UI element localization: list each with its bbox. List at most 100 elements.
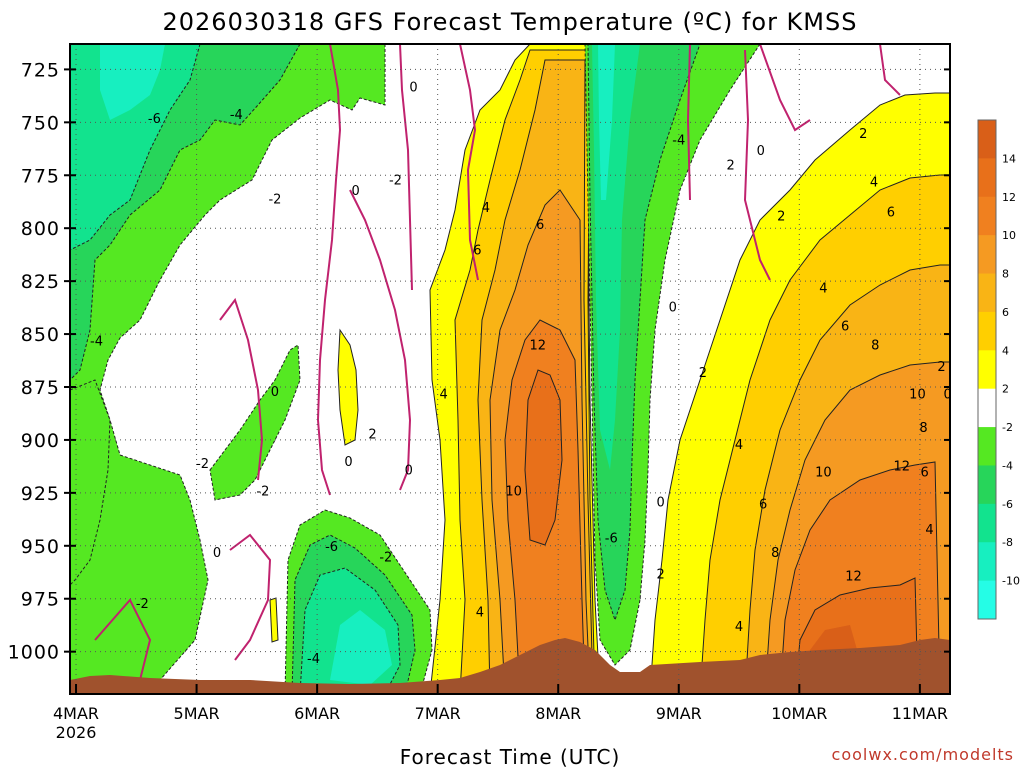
colorbar-swatch <box>978 542 996 582</box>
x-tick-label: 7MAR <box>415 704 461 723</box>
colorbar-swatch <box>978 120 996 159</box>
contour-label: 10 <box>815 466 832 481</box>
contour-label: -4 <box>307 652 320 667</box>
colorbar-label: 14 <box>1002 152 1016 165</box>
contour-label: 4 <box>870 176 878 191</box>
colorbar-label: -6 <box>1002 498 1013 511</box>
colorbar-label: -2 <box>1002 421 1013 434</box>
colorbar-swatch <box>978 196 996 236</box>
contour-label: 4 <box>735 620 743 635</box>
y-tick-label: 750 <box>21 112 60 134</box>
region-cold-patch-b <box>70 379 111 586</box>
colorbar-frame <box>977 119 997 620</box>
colorbar-swatch <box>978 273 996 313</box>
colorbar-swatch <box>978 311 996 351</box>
region-warm-sliver <box>269 597 279 643</box>
region-cold-tongue-center <box>598 44 615 200</box>
colorbar-label: -4 <box>1002 459 1013 472</box>
contour-label: -2 <box>136 597 149 612</box>
colorbar-swatch <box>978 427 996 466</box>
x-axis-title: Forecast Time (UTC) <box>400 745 621 768</box>
x-tick-sublabel: 2026 <box>56 723 97 742</box>
contour-label: 8 <box>871 339 879 354</box>
x-tick-label: 9MAR <box>656 704 702 723</box>
chart-title: 2026030318 GFS Forecast Temperature (ºC)… <box>163 8 858 36</box>
contour-label: 0 <box>213 546 221 561</box>
colorbar-swatch <box>978 235 996 275</box>
contour-label: 0 <box>657 495 665 510</box>
x-tick-label: 10MAR <box>771 704 827 723</box>
plot-area <box>70 44 950 694</box>
contour-label: 2 <box>726 159 734 174</box>
contour-label: 0 <box>409 80 417 95</box>
contour-label: 6 <box>921 466 929 481</box>
contour-label: 10 <box>505 485 522 500</box>
colorbar-label: 10 <box>1002 229 1016 242</box>
contour-label: -6 <box>325 540 338 555</box>
colorbar-label: 12 <box>1002 191 1016 204</box>
contour-label: 4 <box>819 281 827 296</box>
y-tick-label: 850 <box>21 324 60 346</box>
colorbar-label: -10 <box>1002 575 1020 588</box>
colorbar: 14 12 10 8 6 4 2 -2 -4 -6 -8 -10 <box>977 119 1020 620</box>
contour-label: 6 <box>887 205 895 220</box>
contour-label: 6 <box>536 218 544 233</box>
contour-label: 6 <box>473 243 481 258</box>
contour-label: 0 <box>757 144 765 159</box>
freezing-contours <box>94 44 901 681</box>
credit-text: coolwx.com/modelts <box>832 745 1014 764</box>
colorbar-label: 6 <box>1002 306 1009 319</box>
contour-label: -4 <box>672 133 685 148</box>
y-tick-label: 900 <box>21 430 60 452</box>
colorbar-swatch <box>978 350 996 390</box>
y-tick-label: 975 <box>21 589 60 611</box>
y-tick-label: 800 <box>21 218 60 240</box>
colorbar-label: -8 <box>1002 536 1013 549</box>
contour-label: 4 <box>735 438 743 453</box>
y-tick-label: 950 <box>21 536 60 558</box>
contour-label: -2 <box>268 193 281 208</box>
contour-label: 8 <box>919 421 927 436</box>
contour-label: 12 <box>894 459 911 474</box>
region-warm-12 <box>524 369 563 546</box>
contour-label: 0 <box>271 385 279 400</box>
region-cold-pool-center <box>330 610 392 685</box>
contour-label: 4 <box>440 387 448 402</box>
contour-label: 2 <box>859 127 867 142</box>
contour-label: 4 <box>925 523 933 538</box>
contour-label: -6 <box>605 531 618 546</box>
colorbar-swatch <box>978 158 996 198</box>
contour-label: -2 <box>196 457 209 472</box>
contour-label: 4 <box>482 201 490 216</box>
colorbar-label: 8 <box>1002 268 1009 281</box>
region-cold-patch-a <box>209 344 301 501</box>
colorbar-swatch <box>978 388 996 428</box>
contour-label: 12 <box>845 569 862 584</box>
contour-label: 2 <box>937 360 945 375</box>
contour-label: 2 <box>368 428 376 443</box>
x-tick-label: 4MAR <box>53 704 99 723</box>
contour-label: 0 <box>344 455 352 470</box>
terrain <box>70 638 950 694</box>
contour-label: -2 <box>256 485 269 500</box>
contour-label: 2 <box>657 567 665 582</box>
y-tick-label: 775 <box>21 165 60 187</box>
contour-label: 4 <box>476 605 484 620</box>
plot-frame <box>69 43 951 695</box>
y-tick-label: 1000 <box>8 642 60 664</box>
y-tick-label: 725 <box>21 59 60 81</box>
contour-label: 8 <box>771 546 779 561</box>
contour-label: -4 <box>90 334 103 349</box>
y-tick-label: 825 <box>21 271 60 293</box>
contour-label: 0 <box>352 184 360 199</box>
contour-label: -2 <box>379 550 392 565</box>
contour-label: 0 <box>405 464 413 479</box>
region-cold-minus2 <box>70 44 386 694</box>
contour-label: 6 <box>759 497 767 512</box>
x-tick-label: 8MAR <box>535 704 581 723</box>
contour-label: -2 <box>389 174 402 189</box>
